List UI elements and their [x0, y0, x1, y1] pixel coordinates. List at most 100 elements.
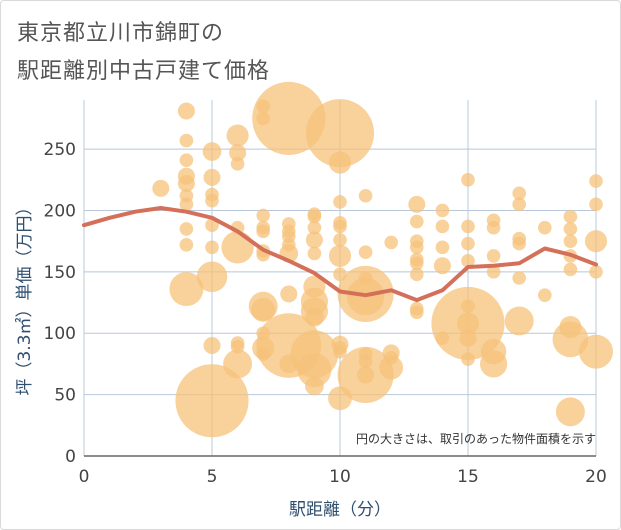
bubble — [169, 272, 204, 307]
bubble — [256, 208, 271, 223]
bubble — [307, 246, 322, 261]
bubble — [358, 245, 373, 260]
bubble — [203, 337, 221, 355]
bubble — [223, 349, 253, 379]
bubble — [333, 233, 347, 247]
y-tick-label: 150 — [44, 263, 76, 283]
bubble — [552, 321, 589, 358]
bubble — [179, 238, 194, 252]
trend-line — [82, 206, 598, 303]
bubble — [357, 366, 375, 384]
bubble — [328, 151, 352, 174]
bubble — [333, 344, 347, 359]
bubble — [410, 267, 424, 282]
bubble — [456, 312, 480, 335]
bubble — [435, 203, 450, 218]
bubble — [579, 334, 613, 369]
bubble — [410, 256, 424, 271]
bubble — [177, 102, 195, 120]
bubble — [384, 235, 399, 250]
bubble — [408, 195, 426, 213]
bubble — [538, 288, 552, 302]
bubble — [177, 174, 195, 192]
bubble — [305, 376, 324, 396]
bubble — [410, 240, 424, 255]
bubble — [179, 222, 194, 236]
bubble — [512, 271, 526, 285]
bubble — [538, 220, 552, 235]
bubble — [486, 265, 501, 279]
bubble — [461, 172, 475, 187]
bubble — [379, 355, 404, 380]
bubble — [179, 197, 194, 212]
x-axis-title: 駅距離（分） — [289, 500, 391, 520]
bubble — [512, 236, 526, 251]
bubble — [589, 174, 603, 188]
bubble — [555, 397, 585, 427]
x-tick-label: 20 — [585, 467, 607, 487]
bubble — [433, 257, 451, 275]
y-tick-label: 200 — [44, 201, 76, 221]
bubble — [486, 249, 501, 263]
bubble — [221, 231, 254, 264]
x-tick-label: 10 — [329, 467, 351, 487]
bubble — [563, 262, 578, 277]
bubble-size-note: 円の大きさは、取引のあった物件面積を示す — [356, 431, 596, 446]
bubble — [504, 306, 534, 336]
bubble — [435, 219, 450, 234]
bubble — [205, 193, 219, 208]
bubble — [297, 353, 332, 388]
bubble — [305, 307, 324, 327]
bubble — [358, 188, 373, 203]
bubble — [461, 352, 475, 366]
bubble — [410, 305, 424, 320]
bubble — [202, 142, 222, 161]
bubble — [584, 230, 608, 253]
bubble — [486, 220, 501, 235]
bubble — [589, 197, 603, 212]
bubble — [229, 144, 247, 162]
bubble — [512, 197, 526, 212]
bubble — [461, 254, 475, 268]
bubble — [589, 265, 603, 279]
bubble — [205, 240, 219, 255]
bubble — [251, 298, 276, 322]
bubble — [179, 153, 194, 167]
y-axis-title: 坪（3.3㎡）単価（万円） — [15, 198, 35, 395]
bubble — [256, 224, 271, 239]
bubble — [435, 240, 450, 255]
chart-title-line-2: 駅距離別中古戸建て価格 — [17, 59, 271, 84]
bubble — [203, 168, 221, 186]
bubble — [152, 179, 170, 197]
bubble — [328, 244, 352, 267]
y-tick-label: 0 — [65, 447, 76, 467]
y-tick-label: 100 — [44, 324, 76, 344]
bubble — [512, 186, 526, 201]
bubble — [307, 209, 322, 224]
bubble — [175, 364, 249, 438]
bubble — [459, 329, 477, 347]
y-tick-label: 50 — [54, 386, 76, 406]
bubble — [179, 133, 194, 148]
bubble — [563, 234, 578, 248]
bubble — [563, 209, 578, 224]
bubble — [230, 157, 245, 171]
bubble — [563, 222, 578, 236]
bubble — [333, 219, 347, 234]
bubble — [410, 214, 424, 229]
bubble-layer — [152, 81, 613, 438]
bubble — [333, 195, 347, 209]
bubble — [306, 99, 374, 168]
bubble — [196, 261, 228, 293]
y-tick-label: 250 — [44, 140, 76, 160]
x-tick-label: 15 — [457, 467, 479, 487]
bubble — [307, 220, 322, 235]
bubble — [226, 124, 249, 147]
x-tick-label: 5 — [207, 467, 218, 487]
x-tick-label: 0 — [79, 467, 90, 487]
bubble — [461, 236, 475, 251]
bubble — [480, 350, 508, 378]
bubble — [461, 219, 475, 234]
